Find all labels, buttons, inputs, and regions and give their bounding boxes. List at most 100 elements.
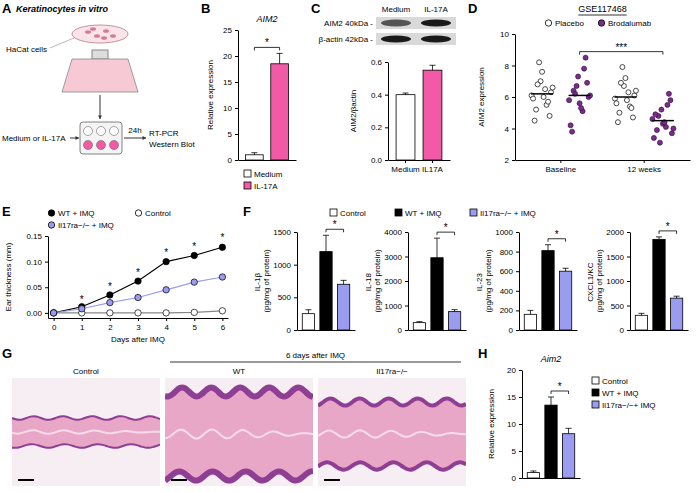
chart-title: Aim2	[540, 354, 562, 364]
error-bar	[341, 280, 347, 284]
tick: 5	[512, 447, 522, 456]
tick: 1500	[606, 253, 630, 262]
error-bar	[548, 397, 554, 405]
tick-mark	[294, 330, 297, 331]
tick-mark	[516, 252, 519, 253]
tick-label: 4000	[384, 228, 402, 237]
blot-strip	[376, 33, 456, 45]
point	[669, 131, 674, 136]
point	[163, 258, 169, 264]
bar	[635, 315, 647, 330]
line	[54, 277, 223, 313]
tick-mark	[45, 287, 48, 288]
well	[97, 141, 106, 150]
tick-mark	[138, 318, 139, 321]
tick: 0.6	[371, 58, 388, 67]
error-bar	[566, 428, 572, 433]
tick-mark	[519, 451, 522, 452]
point	[659, 107, 664, 112]
error-bar	[545, 245, 551, 251]
tick-mark	[432, 160, 433, 163]
tick-mark	[45, 313, 48, 314]
tick-mark	[235, 82, 238, 83]
panel-letter: B	[201, 1, 210, 16]
point	[532, 118, 537, 123]
axis-line	[520, 330, 578, 331]
tick: 4	[505, 125, 515, 134]
legend-item: Placebo	[545, 19, 584, 28]
point	[654, 128, 659, 133]
point	[107, 292, 113, 298]
tick: 1000	[384, 302, 408, 311]
axis-title: IL-23 (pg/mg of protein)	[475, 249, 493, 312]
figure: ABCDEFGHKeratinocytes in vitroHaCat cell…	[0, 0, 699, 492]
significance-label: *	[164, 247, 168, 258]
significance-label: *	[265, 37, 269, 48]
tick: 0.0	[371, 156, 388, 165]
image-ground	[165, 378, 313, 486]
tick: 4	[164, 318, 169, 332]
tick: 0.00	[26, 309, 48, 318]
tick-mark	[512, 34, 515, 35]
point	[615, 120, 620, 125]
tick: 500	[278, 293, 297, 302]
tick-mark	[385, 62, 388, 63]
mean-line	[531, 93, 553, 95]
bar	[246, 155, 264, 160]
tick-label: 15	[223, 78, 232, 87]
point	[574, 83, 579, 88]
panel-letter: F	[243, 204, 251, 219]
tick-label: Medium	[391, 165, 420, 174]
tick: 10	[507, 420, 522, 429]
bar	[320, 252, 332, 330]
significance-label: ***	[615, 42, 627, 53]
bar	[524, 314, 536, 330]
axis-line	[409, 330, 467, 331]
point	[620, 65, 625, 70]
tick-label: 2	[108, 323, 113, 332]
bar	[542, 251, 554, 330]
point	[567, 98, 572, 103]
tick: 1000	[606, 277, 630, 286]
point	[668, 98, 673, 103]
tick: 25	[223, 26, 238, 35]
label: 24h	[128, 126, 141, 135]
tick: 1000	[495, 228, 519, 237]
axis-title: CXCL1/KC (pg/mg of protein)	[586, 249, 604, 312]
error-bar	[674, 296, 680, 298]
label: Western Blot	[149, 140, 195, 149]
tick-mark	[385, 95, 388, 96]
point	[624, 98, 629, 103]
epidermis	[12, 444, 160, 448]
tick-label: 0.6	[371, 58, 383, 67]
tick-label: 0	[509, 326, 514, 335]
bar	[559, 271, 571, 330]
axis: 0.000.050.100.15	[26, 232, 48, 318]
tick-label: 10	[500, 30, 509, 39]
point	[577, 101, 582, 106]
axis-title: Relative expression	[206, 60, 215, 130]
bar	[423, 70, 442, 160]
plot-area	[529, 55, 676, 145]
tick-mark	[516, 291, 519, 292]
bar	[545, 405, 557, 478]
arrow-head	[75, 136, 79, 140]
tick-mark	[194, 318, 195, 321]
tick-label: IL17A	[422, 165, 444, 174]
tick-label: 0.0	[371, 156, 383, 165]
tick: 0	[398, 326, 408, 335]
legend-swatch	[330, 209, 337, 216]
tick: 200	[500, 306, 519, 315]
tick-label: 0.10	[26, 258, 42, 267]
error-bar	[416, 321, 422, 323]
point	[618, 80, 623, 85]
bar	[396, 95, 415, 160]
bar-chart: 0510152025AIM2Relative expressionMediumI…	[206, 14, 297, 191]
bar	[653, 239, 665, 330]
point	[583, 55, 588, 60]
axis-title: Days after IMQ	[111, 335, 165, 344]
panel-letter: C	[311, 1, 321, 16]
tick-mark	[627, 330, 630, 331]
axis: Baseline12 weeks	[516, 160, 691, 174]
tick-label: 20	[223, 52, 232, 61]
